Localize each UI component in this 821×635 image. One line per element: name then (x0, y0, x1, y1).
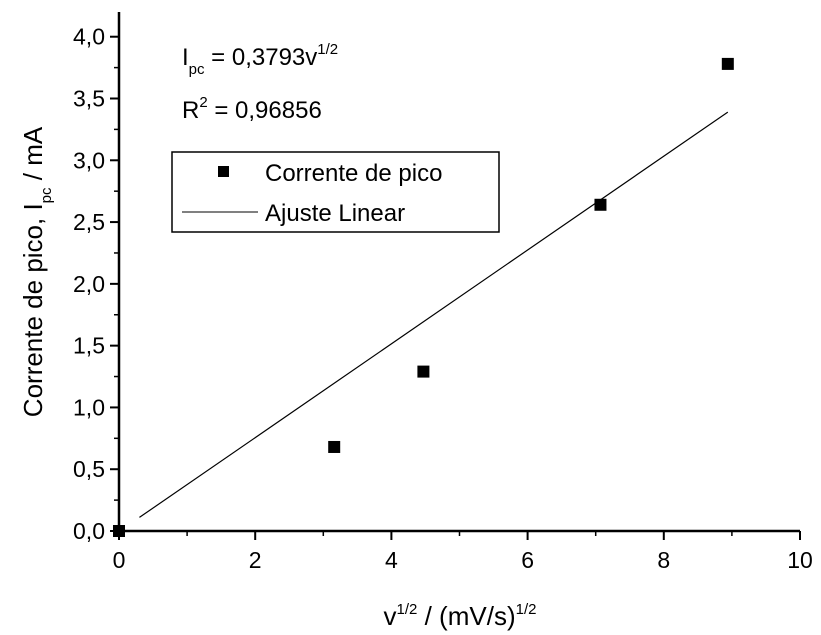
r-squared-annotation: R2 = 0,96856 (182, 94, 322, 124)
x-tick-label: 0 (113, 547, 126, 573)
legend: Corrente de pico Ajuste Linear (171, 151, 500, 233)
fit-line-layer (139, 111, 729, 518)
x-tick-label: 10 (787, 547, 813, 573)
data-point (328, 440, 341, 453)
data-point (417, 365, 430, 378)
y-tick-label: 4,0 (73, 24, 105, 50)
y-axis-title: Corrente de pico, Ipc / mA (18, 126, 55, 417)
y-tick-label: 3,0 (73, 147, 105, 173)
x-axis-title: v1/2 / (mV/s)1/2 (384, 601, 537, 631)
y-tick-label: 0,5 (73, 456, 105, 482)
legend-box (171, 151, 500, 233)
y-tick-label: 1,0 (73, 394, 105, 420)
x-tick-label: 8 (657, 547, 670, 573)
y-tick-label: 2,5 (73, 209, 105, 235)
linear-fit-line (139, 111, 729, 518)
y-tick-label: 1,5 (73, 333, 105, 359)
data-points (113, 57, 734, 537)
x-tick-label: 2 (249, 547, 262, 573)
y-tick-label: 0,0 (73, 518, 105, 544)
y-tick-label: 3,5 (73, 86, 105, 112)
x-axis-ticks: 0 2 4 6 8 10 (113, 531, 813, 573)
data-point (113, 525, 125, 537)
x-tick-label: 4 (385, 547, 398, 573)
equation-annotation: Ipc = 0,3793v1/2 (182, 41, 338, 78)
x-tick-label: 6 (521, 547, 534, 573)
y-axis-ticks: 0,0 0,5 1,0 1,5 2,0 2,5 3,0 3,5 4,0 (73, 24, 119, 544)
legend-label-corrente: Corrente de pico (265, 160, 442, 187)
y-tick-label: 2,0 (73, 271, 105, 297)
legend-marker-square (218, 166, 229, 177)
legend-label-ajuste: Ajuste Linear (265, 200, 405, 227)
data-point (594, 198, 607, 211)
data-point (721, 57, 734, 70)
